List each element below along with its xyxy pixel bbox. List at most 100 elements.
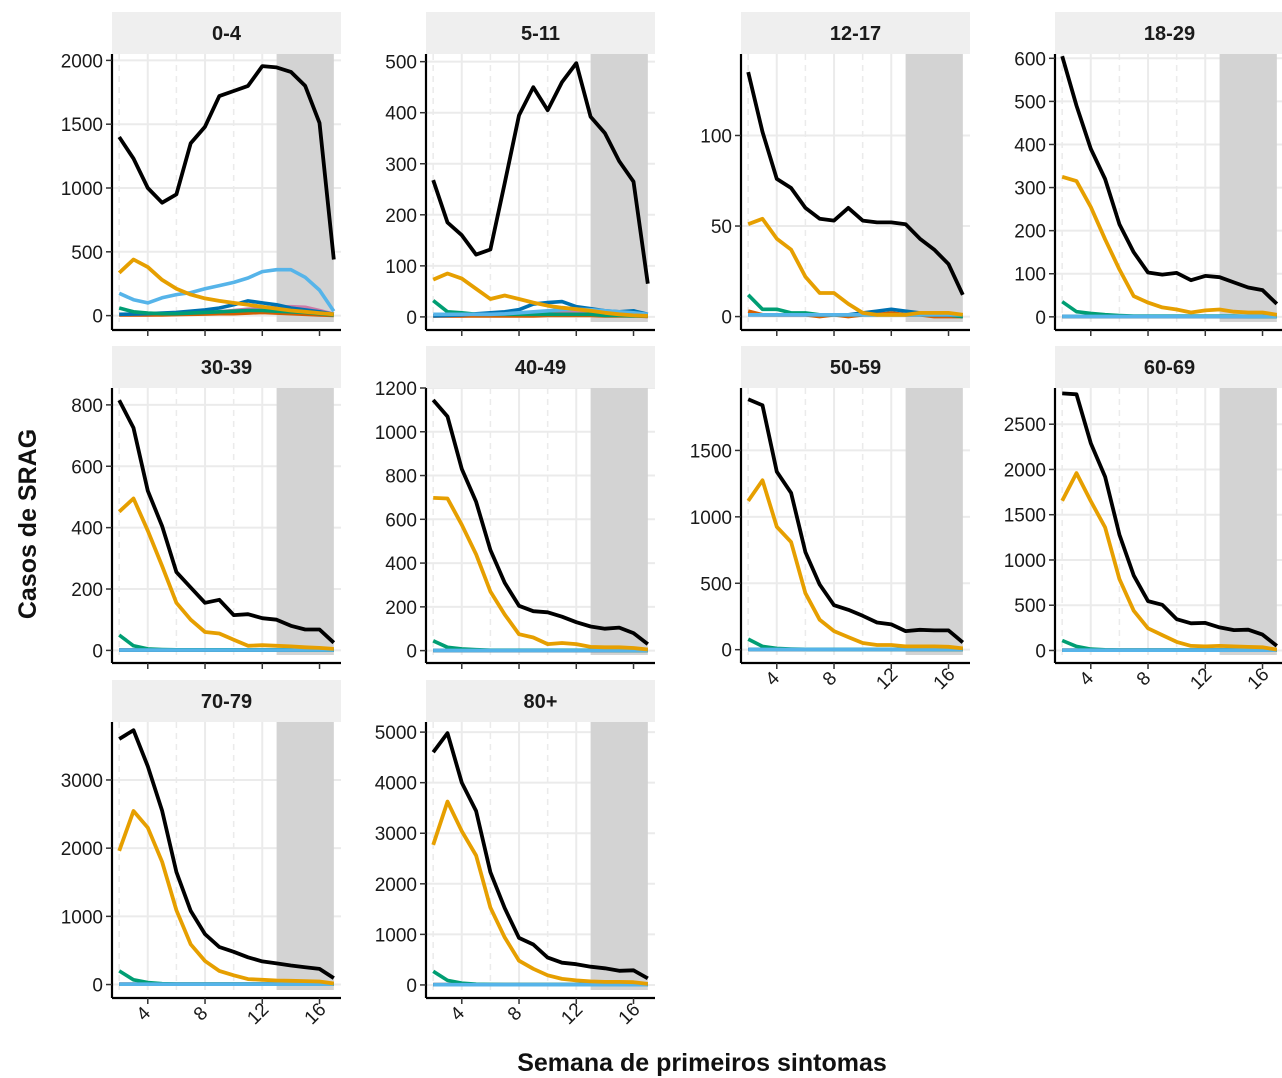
shaded-region xyxy=(590,388,648,655)
y-tick-label: 500 xyxy=(700,574,732,595)
facet-title: 40-49 xyxy=(515,357,566,379)
y-tick-label: 50 xyxy=(711,217,732,238)
plot-area xyxy=(1055,388,1282,655)
series-line-orange xyxy=(117,809,335,986)
x-tick-label: 16 xyxy=(615,999,645,1029)
y-axis-title: Casos de SRAG xyxy=(14,429,42,619)
y-tick-label: 0 xyxy=(406,308,417,329)
panel-5-11: 5-11 0 100 200 300 400 500 xyxy=(385,12,655,336)
y-tick-label: 4000 xyxy=(375,774,417,795)
facet-title: 5-11 xyxy=(521,23,560,45)
panel-60-69: 60-69 0 500 1000 1500 2000 2500 4 8 12 16 xyxy=(1004,346,1282,694)
panel-18-29: 18-29 0 100 200 300 400 500 600 xyxy=(1014,12,1282,336)
facet-title: 70-79 xyxy=(201,691,252,713)
y-tick-label: 1000 xyxy=(61,907,103,928)
series-line-orange xyxy=(1061,174,1278,317)
y-tick-label: 800 xyxy=(385,467,417,488)
x-tick-label: 8 xyxy=(504,1003,526,1025)
plot-area xyxy=(112,388,341,655)
y-tick-label: 1000 xyxy=(375,423,417,444)
x-axis-title: Semana de primeiros sintomas xyxy=(517,1049,887,1077)
plot-area xyxy=(426,54,655,322)
y-tick-label: 3000 xyxy=(61,771,103,792)
panel-40-49: 40-49 0 200 400 600 800 1000 1200 xyxy=(375,346,655,669)
shaded-region xyxy=(1219,388,1277,655)
shaded-region xyxy=(905,54,963,322)
y-tick-label: 1000 xyxy=(690,508,732,529)
y-tick-label: 400 xyxy=(385,554,417,575)
y-tick-label: 400 xyxy=(1014,135,1046,156)
plot-area xyxy=(741,388,970,655)
facet-title: 18-29 xyxy=(1144,23,1195,45)
y-tick-label: 0 xyxy=(92,307,103,328)
series-line-black xyxy=(746,71,965,296)
y-tick-label: 0 xyxy=(721,308,732,329)
x-tick-label: 4 xyxy=(447,1003,470,1026)
x-tick-label: 8 xyxy=(190,1003,212,1025)
facet-strip xyxy=(112,12,341,54)
x-tick-label: 12 xyxy=(557,999,587,1029)
y-tick-label: 200 xyxy=(1014,222,1046,243)
series-line-skyblue xyxy=(433,307,648,317)
y-tick-label: 5000 xyxy=(375,723,417,744)
plot-area xyxy=(112,54,341,322)
y-tick-label: 3000 xyxy=(375,824,417,845)
panels-layer: 0-405001000150020005-1101002003004005001… xyxy=(61,12,1282,1029)
y-tick-label: 200 xyxy=(385,206,417,227)
series-line-orange xyxy=(117,496,334,651)
facet-strip xyxy=(112,346,341,388)
series-line-orange xyxy=(1060,471,1278,652)
panel-70-79: 70-79 0 1000 2000 3000 4 8 12 16 xyxy=(61,680,341,1029)
panel-80+: 80+ 0 1000 2000 3000 4000 5000 4 8 12 16 xyxy=(375,680,655,1029)
y-tick-label: 0 xyxy=(1035,308,1046,329)
y-tick-label: 300 xyxy=(1014,179,1046,200)
x-tick-label: 4 xyxy=(1076,668,1099,691)
y-tick-label: 0 xyxy=(92,641,103,662)
y-tick-label: 600 xyxy=(1014,49,1046,70)
y-tick-label: 1500 xyxy=(1004,506,1046,527)
facet-title: 30-39 xyxy=(201,357,252,379)
series-line-orange xyxy=(747,216,964,317)
y-tick-label: 400 xyxy=(71,519,103,540)
plot-area xyxy=(426,388,655,655)
facet-title: 50-59 xyxy=(830,357,881,379)
y-tick-label: 2000 xyxy=(61,839,103,860)
panel-50-59: 50-59 0 500 1000 1500 4 8 12 16 xyxy=(690,346,970,694)
facet-strip xyxy=(426,12,655,54)
panel-12-17: 12-17 0 50 100 xyxy=(700,12,970,336)
series-line-black xyxy=(118,728,335,980)
series-line-orange xyxy=(432,271,648,318)
shaded-region xyxy=(590,54,648,322)
series-line-black xyxy=(747,397,965,644)
x-tick-label: 12 xyxy=(872,664,902,694)
y-tick-label: 600 xyxy=(71,457,103,478)
series-line-black xyxy=(431,398,649,646)
series-line-orange xyxy=(431,799,649,986)
y-tick-label: 0 xyxy=(92,976,103,997)
y-tick-label: 500 xyxy=(1014,596,1046,617)
y-tick-label: 2500 xyxy=(1004,415,1046,436)
x-tick-label: 16 xyxy=(1244,664,1274,694)
x-tick-label: 12 xyxy=(243,999,273,1029)
y-tick-label: 0 xyxy=(406,976,417,997)
facet-strip xyxy=(1055,12,1282,54)
x-tick-label: 12 xyxy=(1186,664,1216,694)
facet-strip xyxy=(741,346,970,388)
shaded-region xyxy=(905,388,963,655)
series-line-skyblue xyxy=(118,267,336,313)
x-tick-label: 16 xyxy=(930,664,960,694)
x-tick-label: 4 xyxy=(762,668,785,691)
y-tick-label: 1500 xyxy=(61,115,103,136)
panel-30-39: 30-39 0 200 400 600 800 xyxy=(71,346,341,669)
series-line-black xyxy=(1062,391,1278,648)
facet-strip xyxy=(741,12,970,54)
y-tick-label: 2000 xyxy=(1004,460,1046,481)
y-tick-label: 100 xyxy=(1014,265,1046,286)
facet-strip xyxy=(112,680,341,722)
series-line-orange xyxy=(433,496,648,652)
panel-0-4: 0-4 0 500 1000 1500 2000 xyxy=(61,12,341,336)
y-tick-label: 0 xyxy=(721,641,732,662)
x-tick-label: 4 xyxy=(133,1003,156,1026)
plot-area xyxy=(741,54,970,322)
